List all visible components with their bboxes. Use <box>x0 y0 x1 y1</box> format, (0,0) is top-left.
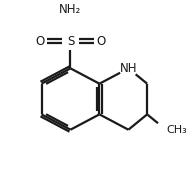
Text: O: O <box>97 35 106 48</box>
Text: S: S <box>67 35 74 48</box>
Text: NH₂: NH₂ <box>59 3 82 15</box>
Text: O: O <box>35 35 44 48</box>
Text: CH₃: CH₃ <box>166 125 187 135</box>
Text: NH: NH <box>120 62 137 75</box>
